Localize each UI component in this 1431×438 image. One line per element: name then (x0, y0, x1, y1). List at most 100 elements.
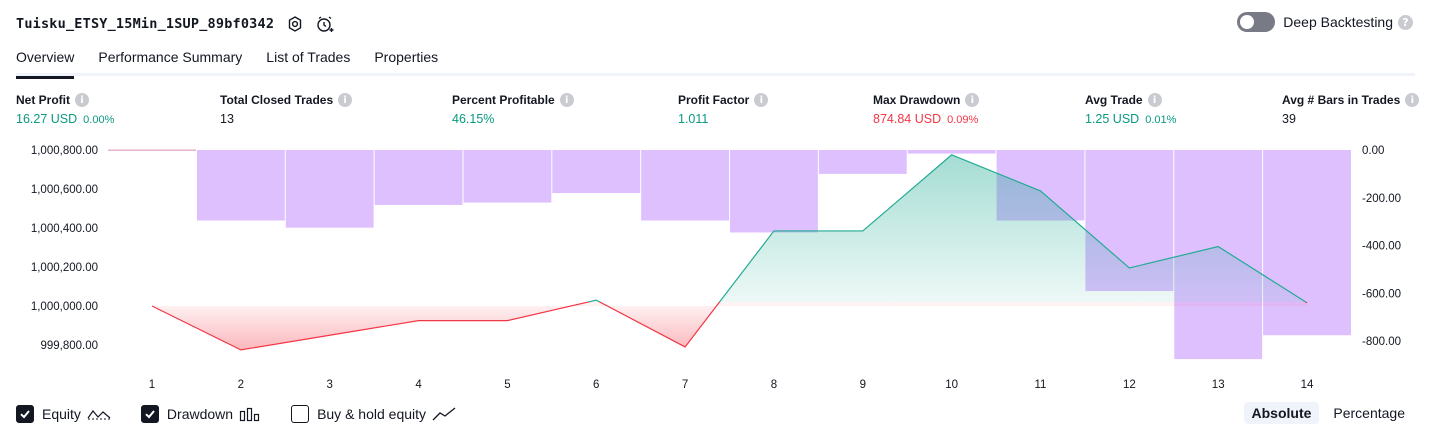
drawdown-bar (552, 150, 640, 193)
equity-checkbox[interactable] (16, 405, 34, 423)
metric-value: 1.25 USD (1085, 112, 1139, 126)
metric-label: Avg Trade (1085, 93, 1143, 107)
legend-label: Buy & hold equity (317, 406, 426, 422)
drawdown-bar (375, 150, 463, 205)
right-axis-tick: -600.00 (1362, 288, 1401, 300)
strategy-title: Tuisku_ETSY_15Min_1SUP_89bf0342 (16, 16, 274, 32)
metric-label: Profit Factor (678, 93, 749, 107)
left-axis-tick: 1,000,800.00 (31, 145, 98, 157)
x-axis-tick: 12 (1123, 379, 1136, 391)
metric-percent: 0.09% (947, 114, 978, 126)
metric-label: Total Closed Trades (220, 93, 333, 107)
metric-value: 39 (1282, 112, 1296, 126)
legend-label: Equity (42, 406, 81, 422)
tab-performance-summary[interactable]: Performance Summary (98, 44, 242, 76)
drawdown-bars-icon (239, 406, 261, 422)
metric-net-profit: Net Profit i 16.27 USD 0.00% (16, 93, 114, 126)
report-tabs: Overview Performance Summary List of Tra… (16, 44, 1415, 76)
strategy-header: Tuisku_ETSY_15Min_1SUP_89bf0342 (16, 10, 336, 38)
drawdown-checkbox[interactable] (141, 405, 159, 423)
right-axis: 0.00 -200.00 -400.00 -600.00 -800.00 (1362, 145, 1401, 348)
legend-drawdown[interactable]: Drawdown (141, 405, 261, 423)
left-axis: 1,000,800.00 1,000,600.00 1,000,400.00 1,00… (31, 145, 196, 352)
metric-avg-trade: Avg Trade i 1.25 USD 0.01% (1085, 93, 1176, 126)
info-icon[interactable]: i (754, 93, 768, 107)
info-icon[interactable]: i (965, 93, 979, 107)
metric-label: Avg # Bars in Trades (1282, 93, 1400, 107)
metric-avg-bars-in-trades: Avg # Bars in Trades i 39 (1282, 93, 1419, 126)
drawdown-bar (819, 150, 907, 174)
x-axis-tick: 6 (593, 379, 599, 391)
x-axis-tick: 9 (860, 379, 866, 391)
x-axis: 1 2 3 4 5 6 7 8 9 10 11 12 13 14 (149, 379, 1314, 391)
metric-percent: 0.01% (1145, 114, 1176, 126)
x-axis-tick: 11 (1035, 379, 1047, 391)
buy-hold-checkbox[interactable] (291, 405, 309, 423)
metric-label: Percent Profitable (452, 93, 555, 107)
absolute-button[interactable]: Absolute (1244, 402, 1320, 424)
metrics-row: Net Profit i 16.27 USD 0.00% Total Closed … (0, 93, 1431, 133)
drawdown-bar (197, 150, 285, 221)
equity-drawdown-chart: 1,000,800.00 1,000,600.00 1,000,400.00 1,00… (0, 138, 1431, 398)
x-axis-tick: 14 (1301, 379, 1314, 391)
tab-properties[interactable]: Properties (374, 44, 438, 76)
right-axis-tick: -400.00 (1362, 241, 1401, 253)
metric-value: 1.011 (678, 112, 708, 126)
deep-backtesting-toggle[interactable] (1237, 12, 1275, 32)
drawdown-bar (286, 150, 374, 228)
x-axis-tick: 5 (504, 379, 510, 391)
settings-icon[interactable] (284, 13, 306, 35)
metric-max-drawdown: Max Drawdown i 874.84 USD 0.09% (873, 93, 979, 126)
metric-label: Max Drawdown (873, 93, 960, 107)
drawdown-bar (730, 150, 818, 232)
x-axis-tick: 3 (326, 379, 332, 391)
info-icon[interactable]: i (75, 93, 89, 107)
tab-list-of-trades[interactable]: List of Trades (266, 44, 350, 76)
x-axis-tick: 13 (1212, 379, 1225, 391)
x-axis-tick: 4 (415, 379, 422, 391)
metric-value: 46.15% (452, 112, 494, 126)
left-axis-tick: 1,000,000.00 (31, 301, 98, 313)
metric-value: 13 (220, 112, 234, 126)
buy-hold-line-icon (432, 406, 456, 422)
x-axis-tick: 10 (945, 379, 958, 391)
right-axis-tick: -800.00 (1362, 336, 1401, 348)
metric-percent: 0.00% (83, 114, 114, 126)
help-icon[interactable]: ? (1398, 15, 1413, 30)
metric-label: Net Profit (16, 93, 70, 107)
left-axis-tick: 1,000,600.00 (31, 184, 98, 196)
drawdown-bar (641, 150, 729, 221)
legend-buy-hold[interactable]: Buy & hold equity (291, 405, 456, 423)
drawdown-bar (463, 150, 551, 203)
drawdown-bar (908, 150, 996, 154)
x-axis-tick: 1 (149, 379, 155, 391)
chart-legend: Equity Drawdown Buy & hold equity (16, 403, 486, 425)
x-axis-tick: 7 (682, 379, 688, 391)
info-icon[interactable]: i (1148, 93, 1162, 107)
info-icon[interactable]: i (338, 93, 352, 107)
metric-percent-profitable: Percent Profitable i 46.15% (452, 93, 574, 126)
info-icon[interactable]: i (560, 93, 574, 107)
scale-mode-switch: Absolute Percentage (1238, 402, 1414, 424)
percentage-button[interactable]: Percentage (1325, 402, 1413, 424)
left-axis-tick: 1,000,200.00 (31, 262, 98, 274)
x-axis-tick: 8 (771, 379, 777, 391)
deep-backtesting-label: Deep Backtesting (1283, 14, 1393, 30)
equity-line-icon (87, 406, 111, 422)
tab-overview[interactable]: Overview (16, 44, 74, 76)
legend-equity[interactable]: Equity (16, 405, 111, 423)
left-axis-tick: 999,800.00 (40, 340, 98, 352)
metric-value: 16.27 USD (16, 112, 77, 126)
left-axis-tick: 1,000,400.00 (31, 223, 98, 235)
deep-backtesting: Deep Backtesting ? (1237, 12, 1413, 32)
legend-label: Drawdown (167, 406, 233, 422)
right-axis-tick: -200.00 (1362, 193, 1401, 205)
metric-total-closed-trades: Total Closed Trades i 13 (220, 93, 352, 126)
metric-value: 874.84 USD (873, 112, 941, 126)
drawdown-bar (1263, 150, 1351, 335)
add-alert-icon[interactable] (314, 13, 336, 35)
right-axis-tick: 0.00 (1362, 145, 1384, 157)
x-axis-tick: 2 (238, 379, 244, 391)
metric-profit-factor: Profit Factor i 1.011 (678, 93, 768, 126)
info-icon[interactable]: i (1405, 93, 1419, 107)
